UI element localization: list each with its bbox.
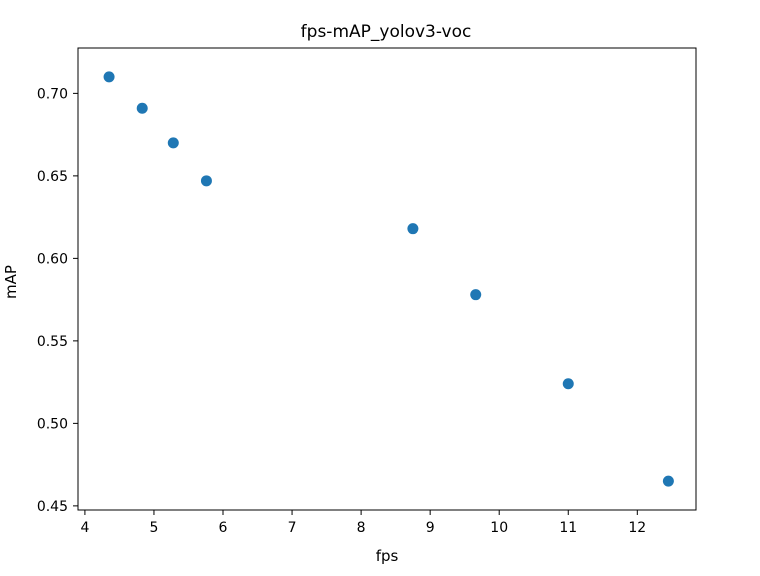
x-tick-label: 12 (628, 520, 646, 536)
x-axis-label: fps (376, 547, 399, 565)
chart-title: fps-mAP_yolov3-voc (301, 22, 472, 42)
x-tick-label: 9 (426, 520, 435, 536)
y-tick-label: 0.60 (37, 251, 68, 267)
data-points (103, 71, 674, 487)
plot-frame (77, 47, 697, 511)
y-tick-label: 0.65 (37, 169, 68, 185)
x-axis: 4 5 6 7 8 9 10 11 12 (80, 510, 646, 536)
y-tick-label: 0.70 (37, 86, 68, 102)
x-tick-label: 11 (559, 520, 577, 536)
x-tick-label: 4 (80, 520, 89, 536)
y-axis: 0.45 0.50 0.55 0.60 0.65 0.70 (37, 86, 78, 515)
data-point-8 (662, 475, 674, 487)
x-tick-label: 5 (149, 520, 158, 536)
y-tick-label: 0.55 (37, 334, 68, 350)
data-point-1 (103, 71, 115, 83)
y-axis-label: mAP (2, 265, 20, 299)
data-point-2 (136, 102, 148, 114)
data-point-3 (167, 137, 179, 149)
data-point-4 (200, 175, 212, 187)
y-tick-label: 0.45 (37, 499, 68, 515)
data-point-6 (470, 289, 482, 301)
x-tick-label: 7 (288, 520, 297, 536)
data-point-7 (562, 378, 574, 390)
x-tick-label: 8 (357, 520, 366, 536)
y-tick-label: 0.50 (37, 416, 68, 432)
x-tick-label: 6 (219, 520, 228, 536)
x-tick-label: 10 (490, 520, 508, 536)
data-point-5 (407, 223, 419, 235)
